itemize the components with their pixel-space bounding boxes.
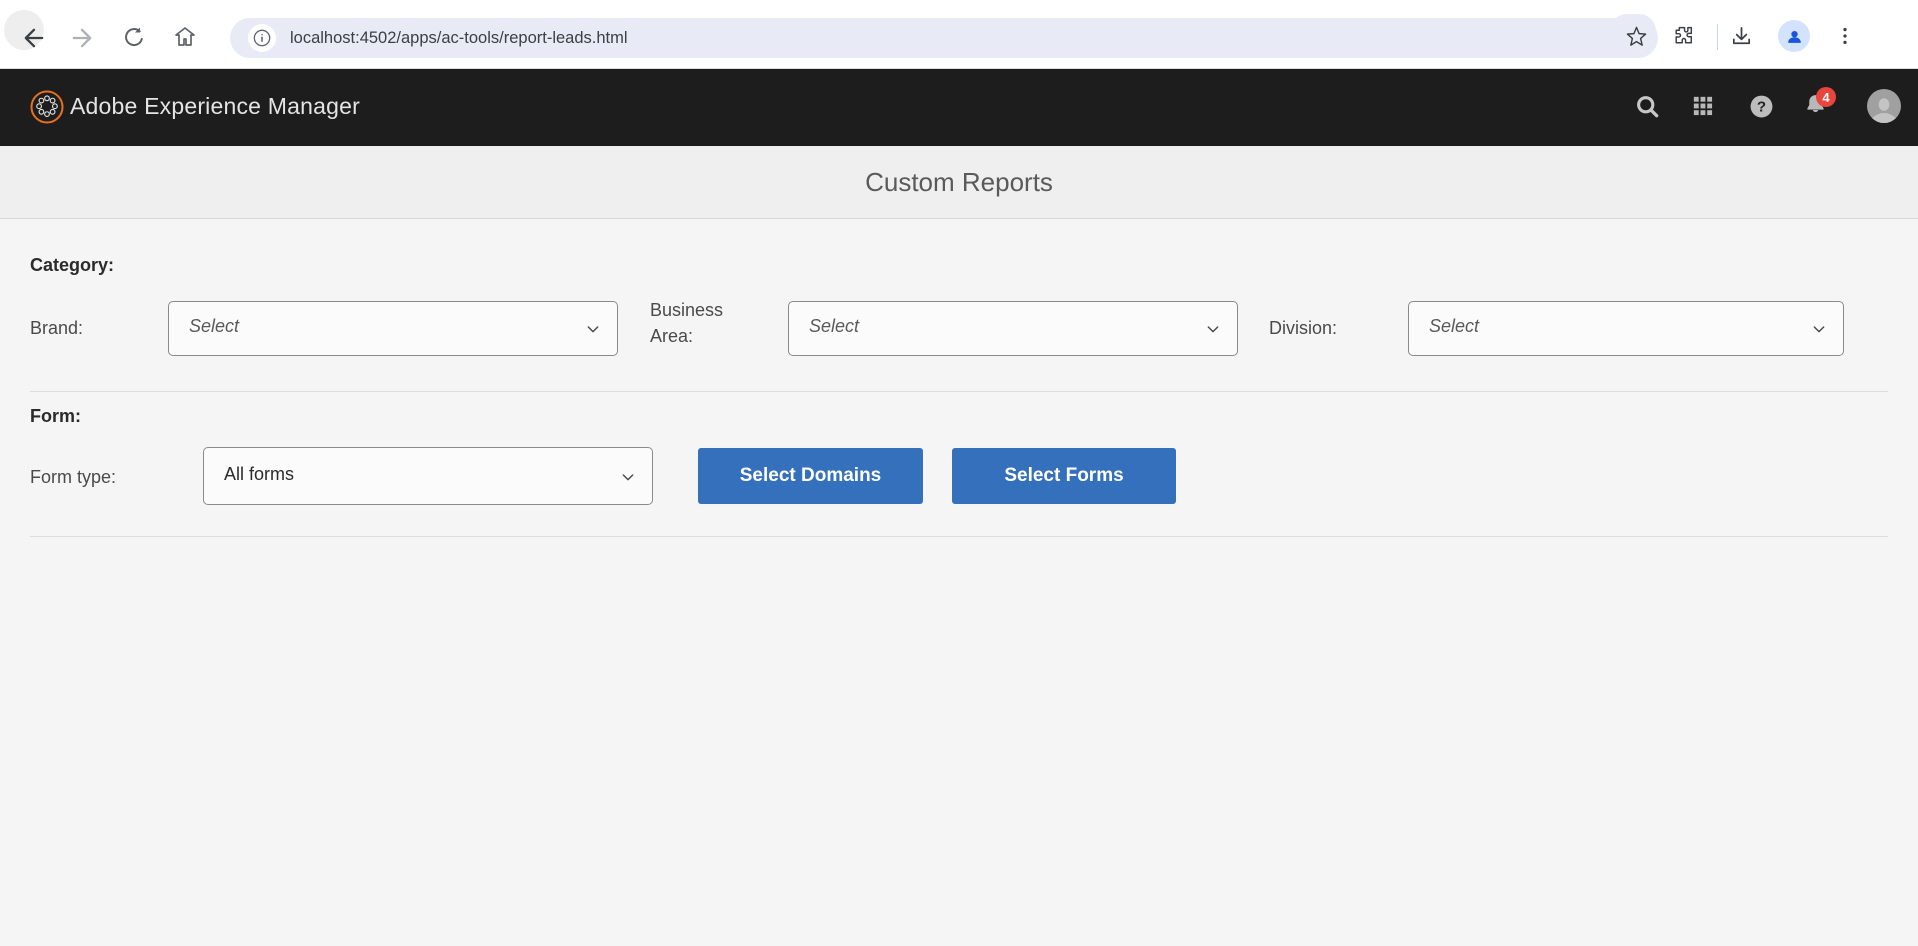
svg-text:?: ?	[1757, 99, 1766, 116]
